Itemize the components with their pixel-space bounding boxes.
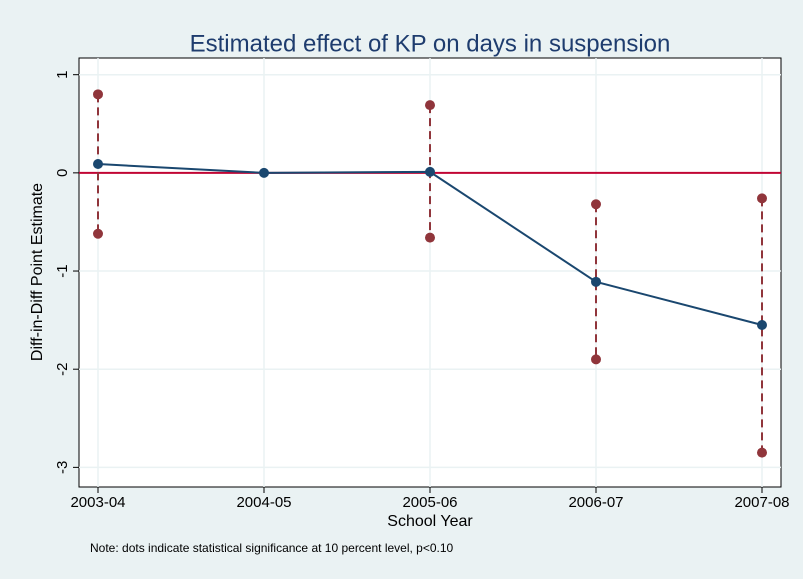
x-axis-label: School Year <box>387 513 473 530</box>
ci-upper-dot <box>757 193 767 204</box>
point <box>425 166 435 177</box>
ci-lower-dot <box>93 228 103 239</box>
x-tick-label: 2007-08 <box>734 494 789 511</box>
x-tick-label: 2006-07 <box>568 494 623 511</box>
x-tick-label: 2003-04 <box>70 494 125 511</box>
y-tick-label: -2 <box>54 363 71 376</box>
ci-upper-dot <box>93 89 103 100</box>
y-axis-label: Diff-in-Diff Point Estimate <box>29 183 46 361</box>
ci-lower-dot <box>757 447 767 458</box>
x-tick-label: 2004-05 <box>236 494 291 511</box>
ci-upper-dot <box>425 100 435 111</box>
point <box>757 320 767 331</box>
point <box>259 167 269 178</box>
x-tick-label: 2005-06 <box>402 494 457 511</box>
y-tick-label: -1 <box>54 264 71 277</box>
point <box>591 276 601 287</box>
ci-lower-dot <box>425 232 435 243</box>
y-tick-label: 0 <box>54 169 71 177</box>
point <box>93 159 103 170</box>
ci-lower-dot <box>591 354 601 365</box>
y-tick-label: 1 <box>54 71 71 79</box>
y-tick-label: -3 <box>54 461 71 474</box>
ci-upper-dot <box>591 199 601 210</box>
chart-title: Estimated effect of KP on days in suspen… <box>190 30 671 57</box>
note: Note: dots indicate statistical signific… <box>90 541 454 555</box>
